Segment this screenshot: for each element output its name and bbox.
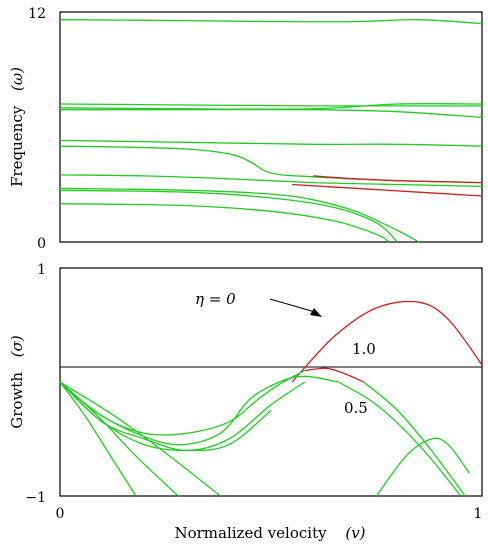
xlabel-text: Normalized velocity [174,524,327,542]
frequency-curve-2 [59,103,482,107]
growth-ytick-max: 1 [37,262,46,278]
frequency-curve-3 [59,102,483,110]
svg-text:Growth (σ): Growth (σ) [8,335,26,429]
xtick-max: 1 [474,506,483,522]
growth-curve-2 [59,370,306,436]
frequency-curve-10 [59,187,420,243]
frequency-curve-9 [292,183,483,197]
annotation-arrow [269,298,316,313]
growth-curve-12 [59,381,221,497]
growth-ytick-min: −1 [25,490,46,506]
growth-curve-11 [59,381,179,497]
growth-ylabel: Growth (σ) [8,335,26,429]
frequency-panel-frame [59,11,483,243]
frequency-curve-8 [59,174,483,188]
growth-curve-8 [59,381,272,452]
freq-ylabel-text: Frequency [8,105,26,187]
freq-ytick-max: 12 [28,6,46,22]
growth-curve-9 [375,437,470,497]
growth-curve-1 [291,300,483,383]
growth-ylabel-symbol: (σ) [8,335,26,357]
growth-curve-6 [338,381,462,497]
freq-ylabel-symbol: (ω) [8,67,26,91]
growth-curves [59,300,483,497]
xtick-min: 0 [56,506,65,522]
annotation-0-5: 0.5 [344,399,368,417]
freq-ylabel: Frequency (ω) [8,67,26,187]
xlabel: Normalized velocity (v) [174,524,365,542]
xlabel-symbol: (v) [345,524,365,542]
frequency-curve-11 [59,189,399,243]
growth-curve-4 [363,381,466,497]
growth-curve-3 [304,367,365,383]
annotation-eta: η = 0 [195,290,236,308]
annotation-1-0: 1.0 [352,340,376,358]
frequency-curves [59,19,483,243]
frequency-curve-6 [59,145,483,184]
frequency-curve-7 [313,175,483,184]
frequency-curve-4 [59,108,483,119]
freq-ytick-min: 0 [37,236,46,252]
frequency-curve-12 [59,203,390,243]
frequency-curve-5 [59,139,483,147]
growth-ylabel-text: Growth [8,372,26,429]
svg-text:Frequency (ω): Frequency (ω) [8,67,26,187]
growth-curve-5 [59,375,339,446]
growth-curve-10 [59,381,137,497]
frequency-curve-1 [59,19,483,25]
annotation-arrowhead [310,308,322,317]
